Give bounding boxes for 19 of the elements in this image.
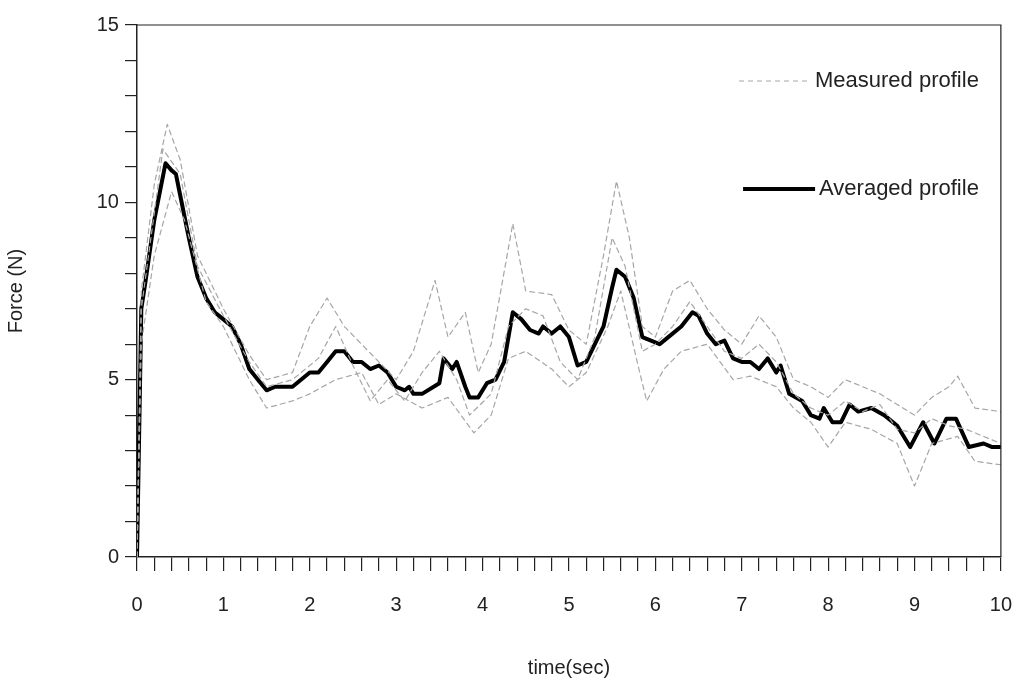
- x-axis-title: time(sec): [527, 655, 611, 678]
- x-tick-label: 5: [563, 592, 575, 615]
- y-tick-label: 15: [96, 12, 119, 35]
- x-tick-label: 9: [908, 592, 921, 615]
- y-tick-label: 0: [107, 544, 119, 567]
- x-tick-label: 8: [822, 592, 834, 615]
- x-tick-label: 4: [476, 592, 489, 615]
- y-tick-label: 5: [107, 367, 119, 390]
- x-tick-label: 0: [131, 592, 143, 615]
- x-tick-label: 6: [649, 592, 661, 615]
- x-tick-label: 2: [304, 592, 316, 615]
- legend-label: Measured profile: [815, 67, 979, 93]
- x-tick-label: 7: [736, 592, 748, 615]
- legend-label: Averaged profile: [819, 175, 979, 201]
- x-tick-label: 1: [217, 592, 229, 615]
- y-tick-label: 10: [96, 189, 119, 212]
- y-axis-title: Force (N): [3, 248, 26, 334]
- x-tick-label: 3: [390, 592, 402, 615]
- x-tick-label: 10: [989, 592, 1012, 615]
